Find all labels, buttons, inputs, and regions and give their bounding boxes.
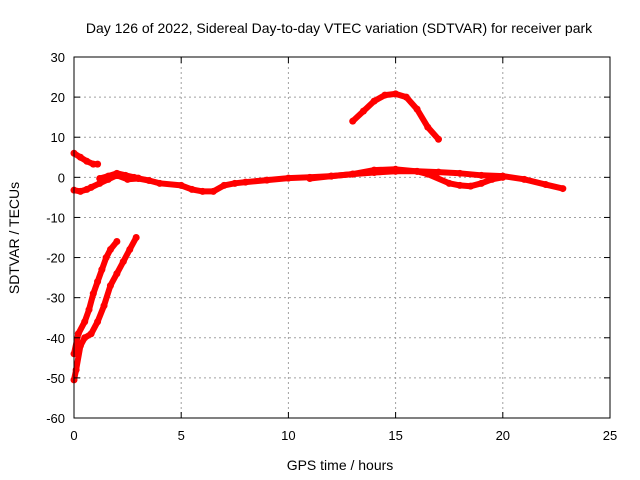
- series-segment-a: [70, 149, 102, 168]
- y-tick-label: -50: [46, 371, 65, 386]
- data-point: [499, 173, 507, 181]
- y-tick-label: -30: [46, 291, 65, 306]
- x-tick-label: 20: [496, 428, 510, 443]
- data-point: [467, 182, 475, 190]
- data-point: [199, 187, 207, 195]
- data-point: [488, 175, 496, 183]
- grid: [74, 57, 610, 418]
- chart-title: Day 126 of 2022, Sidereal Day-to-day VTE…: [86, 20, 593, 36]
- data-point: [263, 176, 271, 184]
- data-point: [94, 160, 102, 168]
- data-point: [106, 282, 114, 290]
- data-point: [424, 123, 432, 131]
- plot-frame: [73, 56, 611, 419]
- data-point: [85, 306, 93, 314]
- data-point: [126, 246, 134, 254]
- y-tick-label: -20: [46, 251, 65, 266]
- data-point: [74, 330, 82, 338]
- data-point: [177, 181, 185, 189]
- data-point: [94, 278, 102, 286]
- data-point: [413, 105, 421, 113]
- data-point: [520, 175, 528, 183]
- data-point: [113, 270, 121, 278]
- data-point: [456, 181, 464, 189]
- y-tick-label: 20: [51, 90, 65, 105]
- series-line: [71, 238, 120, 357]
- data-point: [359, 107, 367, 115]
- x-axis-label: GPS time / hours: [287, 457, 394, 473]
- data-point: [98, 266, 106, 274]
- data-point: [134, 174, 142, 182]
- data-point: [445, 179, 453, 187]
- data-point: [76, 342, 84, 350]
- y-axis-label: SDTVAR / TECUs: [6, 182, 22, 294]
- data-point: [327, 172, 335, 180]
- data-point: [76, 187, 84, 195]
- data-point: [456, 169, 464, 177]
- axis-ticks: 0 5 10 15 20 25 -60 -50 -40 -30 -20 -10 0 10 20 30: [46, 50, 617, 443]
- series-segment-e: [349, 90, 442, 143]
- y-tick-label: -60: [46, 411, 65, 426]
- data-point: [119, 258, 127, 266]
- data-point: [559, 185, 567, 193]
- data-point: [145, 177, 153, 185]
- data-point: [100, 302, 108, 310]
- data-point: [242, 178, 250, 186]
- data-point: [434, 135, 442, 143]
- data-point: [132, 234, 140, 241]
- data-point: [89, 290, 97, 298]
- data-point: [83, 157, 91, 165]
- data-point: [106, 246, 114, 254]
- data-point: [477, 179, 485, 187]
- x-tick-label: 0: [70, 428, 77, 443]
- data-point: [113, 238, 121, 246]
- data-point: [87, 183, 95, 191]
- x-tick-label: 5: [178, 428, 185, 443]
- data-point: [306, 175, 314, 183]
- data-point: [96, 175, 104, 183]
- data-point: [104, 172, 112, 180]
- x-tick-label: 25: [603, 428, 617, 443]
- y-tick-label: -10: [46, 210, 65, 225]
- data-point: [477, 171, 485, 179]
- y-tick-label: 0: [58, 170, 65, 185]
- x-tick-label: 10: [281, 428, 295, 443]
- data-point: [231, 179, 239, 187]
- data-point: [81, 318, 89, 326]
- y-tick-label: 30: [51, 50, 65, 65]
- series-segment-c: [96, 169, 142, 183]
- data-point: [424, 170, 432, 178]
- series-segment-g: [70, 234, 140, 384]
- data-point: [81, 334, 89, 342]
- data-point: [370, 97, 378, 105]
- data-point: [76, 153, 84, 161]
- data-point: [370, 166, 378, 174]
- data-point: [156, 179, 164, 187]
- data-point: [381, 91, 389, 99]
- data-point: [413, 167, 421, 175]
- data-point: [121, 171, 129, 179]
- data-point: [402, 93, 410, 101]
- data-point: [102, 254, 110, 262]
- data-point: [220, 181, 228, 189]
- data-point: [392, 165, 400, 173]
- data-point: [349, 170, 357, 178]
- data-point: [392, 90, 400, 98]
- data-point: [87, 330, 95, 338]
- data-point: [96, 179, 104, 187]
- x-tick-label: 15: [388, 428, 402, 443]
- data-point: [284, 174, 292, 182]
- data-point: [349, 117, 357, 125]
- data-point: [188, 185, 196, 193]
- data-series: [70, 90, 567, 384]
- data-point: [113, 169, 121, 177]
- y-tick-label: -40: [46, 331, 65, 346]
- data-point: [94, 318, 102, 326]
- y-tick-label: 10: [51, 130, 65, 145]
- data-point: [542, 181, 550, 189]
- series-segment-d: [306, 165, 507, 190]
- data-point: [209, 187, 217, 195]
- data-point: [434, 168, 442, 176]
